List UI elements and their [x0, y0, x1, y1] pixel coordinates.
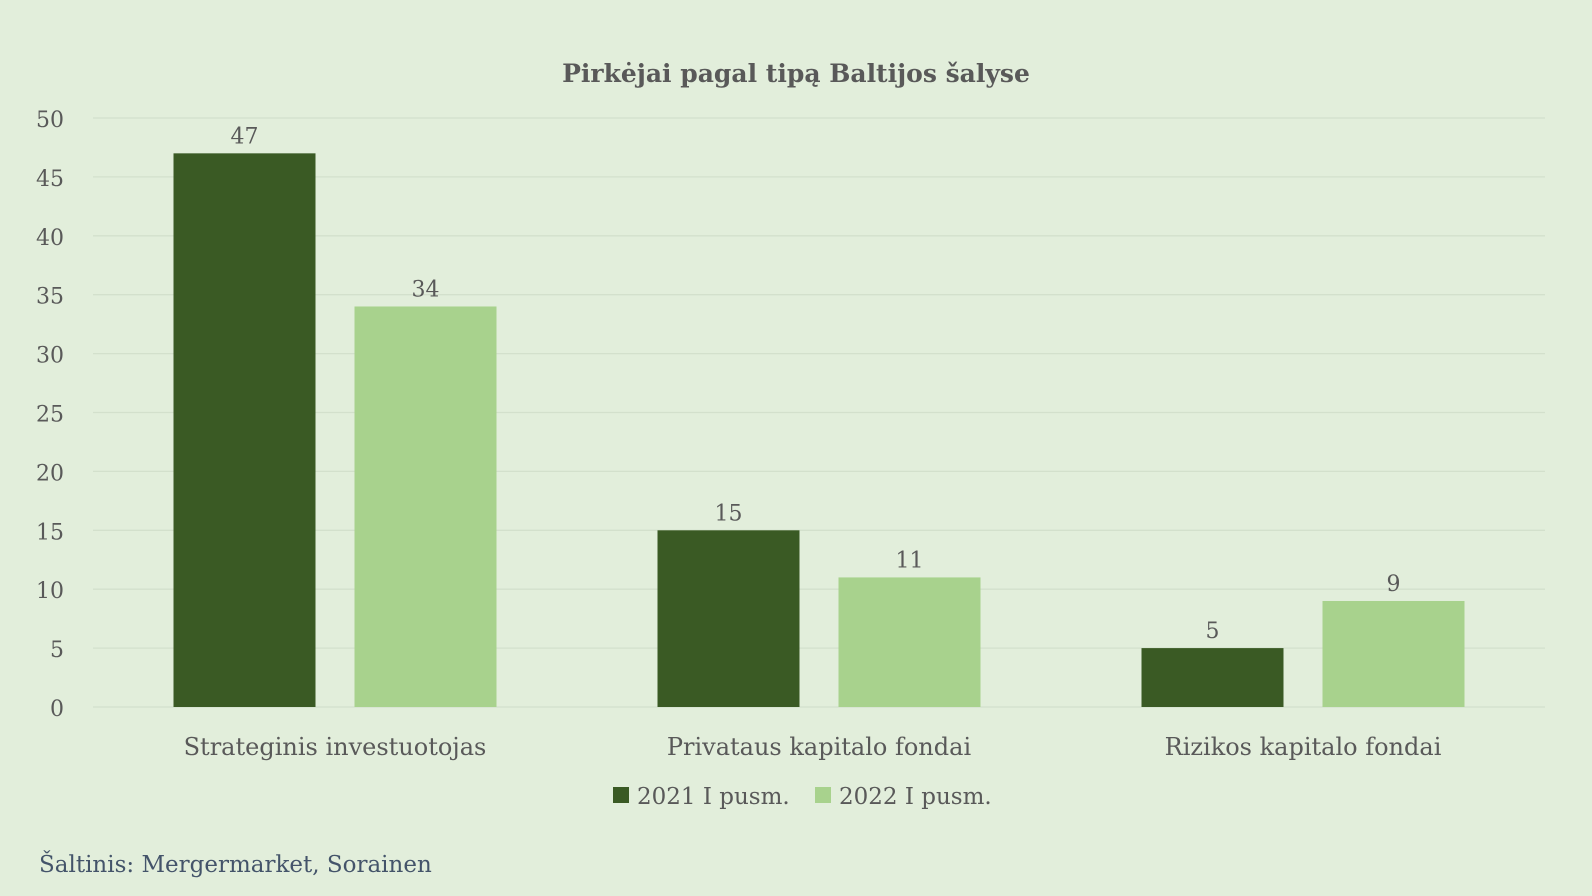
- data-label: 34: [412, 277, 440, 302]
- data-labels: 47 34 15 11 5 9: [231, 124, 1401, 644]
- bar: [173, 153, 316, 708]
- x-tick-label: Rizikos kapitalo fondai: [1165, 733, 1442, 761]
- y-tick-label: 5: [50, 638, 64, 663]
- x-tick-label: Strateginis investuotojas: [184, 733, 487, 761]
- y-tick-label: 40: [36, 226, 64, 251]
- legend-swatch: [613, 787, 629, 803]
- x-tick-label: Privataus kapitalo fondai: [667, 733, 972, 761]
- legend: 2021 I pusm. 2022 I pusm.: [613, 784, 992, 810]
- bar: [838, 577, 981, 707]
- y-tick-label: 0: [50, 697, 64, 722]
- data-label: 11: [896, 548, 924, 573]
- bar: [657, 530, 800, 707]
- y-tick-label: 50: [36, 108, 64, 133]
- x-axis: Strateginis investuotojas Privataus kapit…: [184, 733, 1442, 761]
- y-tick-label: 45: [36, 167, 64, 192]
- data-label: 15: [715, 501, 743, 526]
- y-tick-label: 25: [36, 403, 64, 428]
- data-label: 47: [231, 124, 259, 149]
- bar: [1322, 600, 1465, 707]
- legend-label: 2022 I pusm.: [839, 784, 992, 810]
- y-tick-label: 10: [36, 579, 64, 604]
- y-tick-label: 35: [36, 285, 64, 310]
- y-tick-label: 20: [36, 461, 64, 486]
- gridlines: [93, 117, 1545, 708]
- data-label: 9: [1387, 572, 1401, 597]
- legend-label: 2021 I pusm.: [637, 784, 790, 810]
- y-tick-label: 15: [36, 520, 64, 545]
- bars: [173, 153, 1465, 708]
- y-tick-label: 30: [36, 344, 64, 369]
- bar: [1141, 648, 1284, 707]
- source-note: Šaltinis: Mergermarket, Sorainen: [39, 852, 432, 878]
- legend-swatch: [815, 787, 831, 803]
- data-label: 5: [1206, 619, 1220, 644]
- bar: [354, 306, 497, 707]
- chart-title: Pirkėjai pagal tipą Baltijos šalyse: [562, 59, 1030, 88]
- y-axis: 0 5 10 15 20 25 30 35 40 45 50: [36, 108, 64, 722]
